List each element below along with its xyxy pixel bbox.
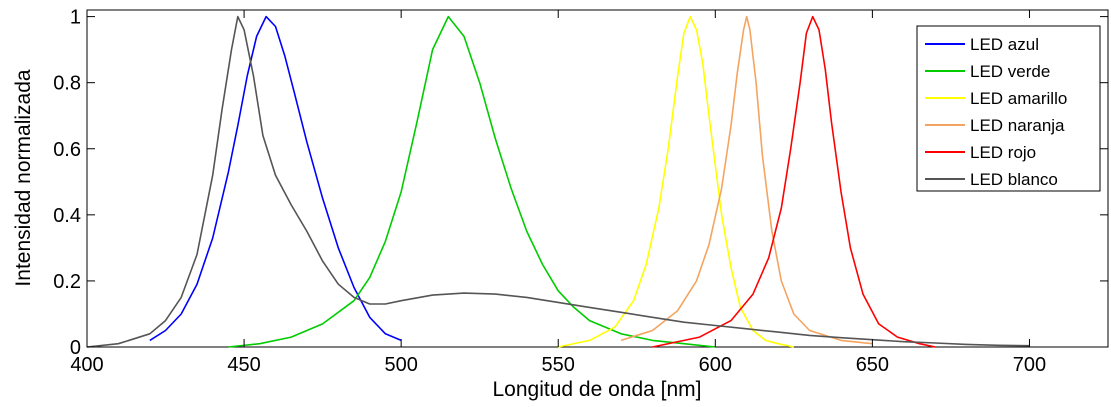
y-tick-label: 0.8 [53,73,81,95]
y-tick-label: 0.6 [53,139,81,161]
series-line-5 [86,15,1030,348]
x-tick-label: 600 [699,354,732,376]
x-tick-label: 650 [856,354,889,376]
x-tick-label: 550 [542,354,575,376]
x-tick-label: 450 [227,354,260,376]
legend-label-0: LED azul [970,35,1039,54]
x-tick-label: 700 [1013,354,1046,376]
series-line-1 [228,15,716,348]
y-tick-label: 0 [70,337,81,359]
legend-label-2: LED amarillo [970,89,1067,108]
x-tick-label: 400 [70,354,103,376]
series-line-3 [620,15,873,345]
y-tick-label: 0.2 [53,271,81,293]
y-tick-label: 0.4 [53,205,81,227]
x-axis-label: Longitud de onda [nm] [493,378,702,401]
legend-label-1: LED verde [970,62,1050,81]
legend: LED azul LED verde LED amarillo LED naranja… [916,25,1101,192]
legend-label-4: LED rojo [970,143,1036,162]
legend-label-3: LED naranja [970,116,1065,135]
series-line-4 [652,15,936,348]
series-layer [86,15,1030,348]
legend-label-5: LED blanco [970,170,1058,189]
y-axis-label: Intensidad normalizada [12,69,35,286]
series-line-2 [558,15,794,348]
legend-box [916,25,1101,192]
y-tick-label: 1 [70,7,81,29]
series-line-0 [149,15,402,342]
ticks-layer: 400 450 500 550 600 650 700 0 0.2 0.4 0.6 0.8 1 [53,7,1108,376]
x-tick-label: 500 [384,354,417,376]
